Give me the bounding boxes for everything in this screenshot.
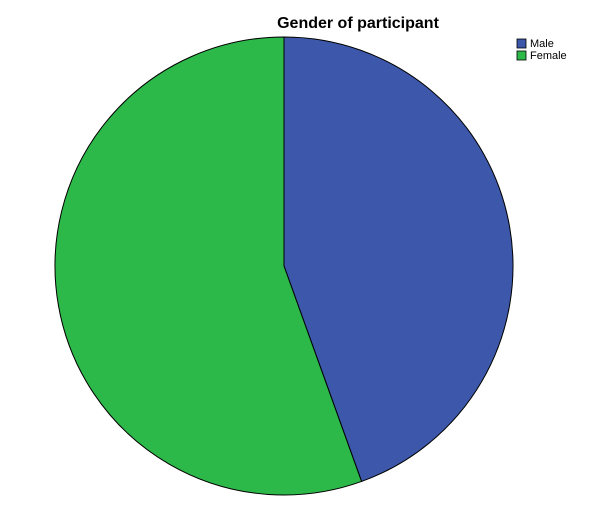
pie-slice-female xyxy=(54,36,363,496)
legend-label-female: Female xyxy=(530,50,567,62)
pie-slices xyxy=(54,36,514,496)
pie-slice-male xyxy=(283,36,514,483)
chart-title: Gender of participant xyxy=(277,15,439,32)
legend-label-male: Male xyxy=(530,38,554,50)
legend-swatch-female xyxy=(516,50,527,61)
legend-swatch-male xyxy=(516,38,527,49)
